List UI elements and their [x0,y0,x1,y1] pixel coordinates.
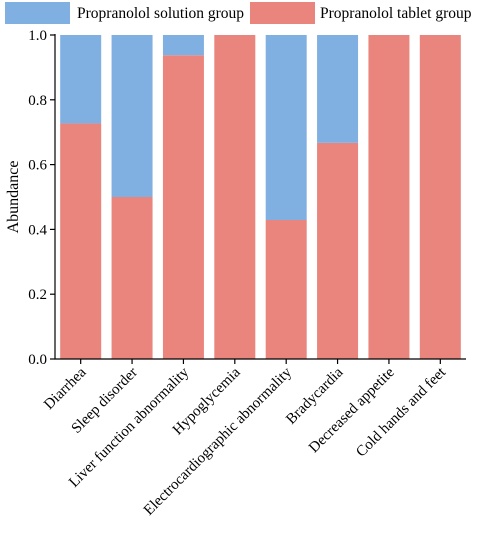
bar-segment-tablet-5 [317,142,359,359]
legend-label: Propranolol tablet group [320,5,472,22]
bar-segment-solution-2 [162,35,204,56]
bar-segment-tablet-0 [60,123,102,359]
x-category-label: Cold hands and feet [353,364,449,460]
y-ticks: 0.0 0.2 0.4 0.6 0.8 1.0 [28,28,55,368]
legend-label: Propranolol solution group [77,5,244,22]
bar-segment-tablet-4 [265,220,307,359]
legend-swatch [5,2,70,24]
bar-segment-tablet-6 [368,35,410,359]
y-tick-label: 0.6 [28,158,47,174]
bars [60,35,461,359]
y-tick-label: 0.2 [28,287,47,303]
bar-segment-tablet-3 [214,35,256,359]
bar-segment-tablet-7 [419,35,461,359]
y-tick-label: 0.4 [28,222,47,238]
y-tick-label: 0.0 [28,352,47,368]
legend: Propranolol solution group Propranolol ta… [5,2,472,24]
bar-segment-solution-1 [111,35,153,197]
bar-segment-solution-0 [60,35,102,124]
bar-segment-solution-5 [317,35,359,143]
bar-segment-tablet-2 [162,55,204,359]
bar-segment-solution-4 [265,35,307,220]
legend-swatch [250,2,315,24]
y-tick-label: 0.8 [28,93,47,109]
axes [54,34,466,360]
y-axis-title: Abundance [5,161,22,234]
y-tick-label: 1.0 [28,28,47,44]
x-category-label: Decreased appetite [306,364,398,456]
x-category-label: Diarrhea [41,364,90,413]
bar-segment-tablet-1 [111,197,153,359]
